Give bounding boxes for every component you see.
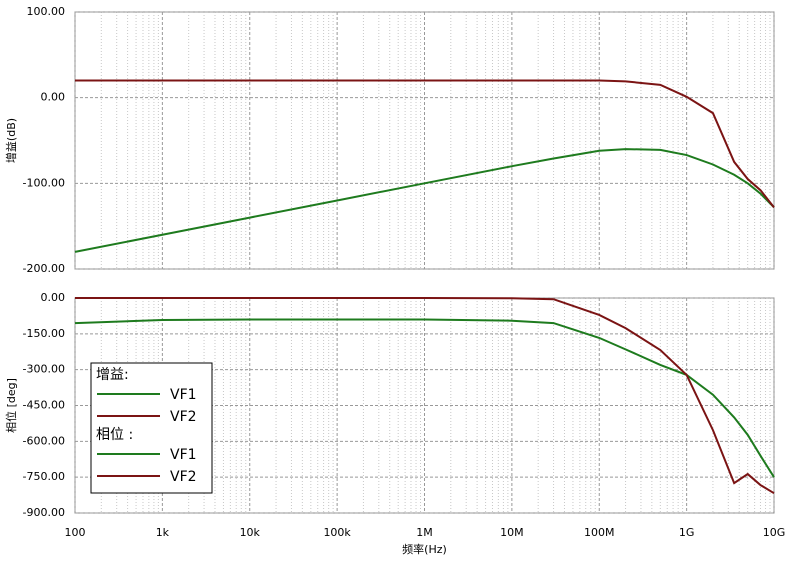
legend-label: VF2	[170, 409, 197, 425]
x-axis-label: 频率(Hz)	[402, 542, 447, 556]
y-tick-label: 0.00	[41, 291, 66, 304]
series-line	[75, 79, 775, 208]
legend-label: VF2	[170, 469, 197, 485]
y-axis-label: 相位 [deg]	[4, 378, 18, 433]
legend-title: 相位 :	[96, 427, 133, 443]
y-tick-label: -600.00	[23, 434, 65, 447]
series-line	[75, 297, 775, 495]
x-tick-label: 1M	[416, 526, 433, 539]
series-line	[74, 148, 775, 253]
x-tick-label: 1k	[156, 526, 170, 539]
x-tick-label: 100k	[323, 526, 351, 539]
x-tick-label: 10k	[240, 526, 261, 539]
x-tick-label: 10M	[500, 526, 524, 539]
x-tick-label: 10G	[763, 526, 786, 539]
legend-box	[90, 362, 213, 494]
y-axis-label: 增益(dB)	[4, 118, 18, 163]
legend-title: 增益:	[96, 367, 129, 383]
y-tick-label: -150.00	[23, 327, 65, 340]
y-tick-label: -200.00	[23, 262, 65, 275]
x-tick-label: 100M	[584, 526, 615, 539]
y-tick-label: -450.00	[23, 399, 65, 412]
y-tick-label: -300.00	[23, 363, 65, 376]
x-tick-label: 100	[65, 526, 86, 539]
y-tick-label: -900.00	[23, 506, 65, 519]
y-tick-label: -750.00	[23, 470, 65, 483]
legend-label: VF1	[170, 447, 197, 463]
y-tick-label: 100.00	[27, 5, 66, 18]
y-tick-label: 0.00	[41, 91, 66, 104]
series-line	[74, 318, 775, 478]
x-tick-label: 1G	[679, 526, 695, 539]
y-tick-label: -100.00	[23, 176, 65, 189]
legend-label: VF1	[170, 387, 197, 403]
